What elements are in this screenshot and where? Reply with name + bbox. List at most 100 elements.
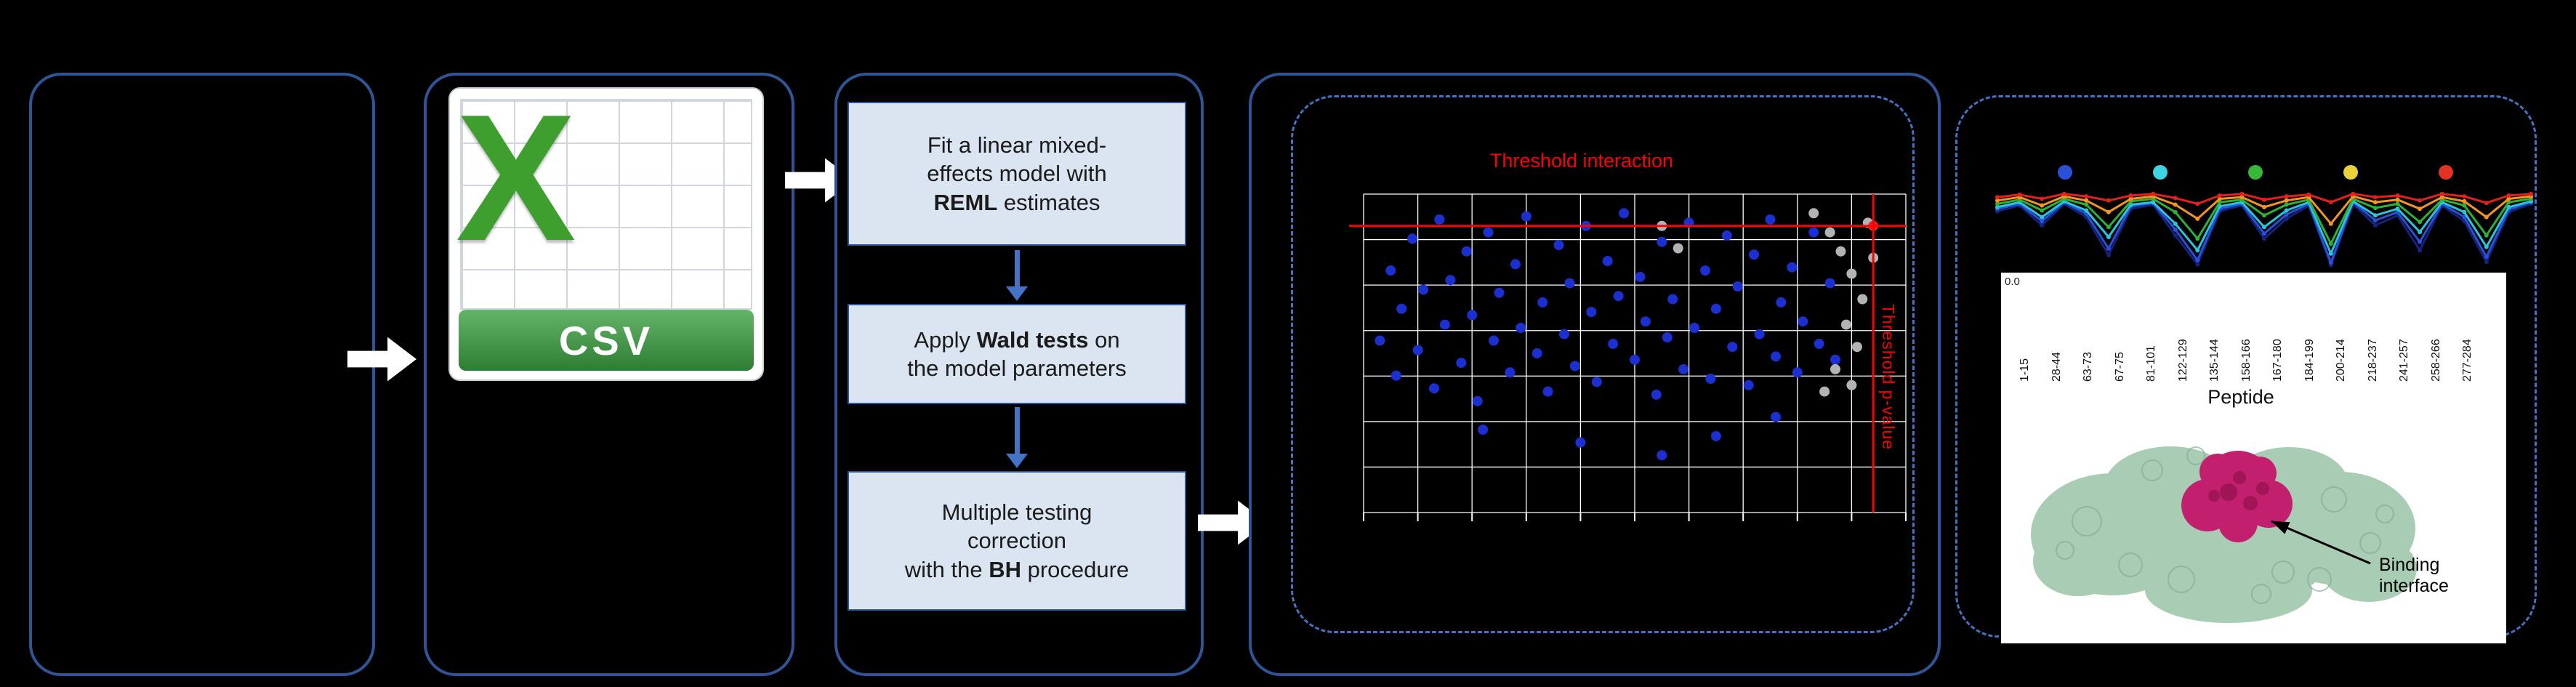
peptide-point-navy — [2195, 262, 2200, 267]
scatter-point-significant — [1749, 249, 1760, 260]
peptide-point-red — [2529, 191, 2533, 196]
peptide-x-label: 63-73 — [2082, 352, 2094, 382]
peptide-point-cyan — [2372, 213, 2378, 218]
peptide-point-navy — [2372, 223, 2378, 228]
scatter-point-significant — [1710, 303, 1721, 314]
csv-banner-label: CSV — [459, 310, 754, 371]
scatter-point-significant — [1489, 335, 1499, 346]
scatter-point-significant — [1586, 307, 1597, 318]
peptide-point-red — [2128, 193, 2133, 198]
scatter-point-significant — [1591, 377, 1602, 387]
binding-interface-label: Binding interface — [2379, 555, 2449, 596]
peptide-point-orange — [2395, 197, 2400, 202]
step-text: Apply — [914, 326, 977, 353]
peptide-panel: 0.0 1-15 28-44 63-73 67-75 81-101 122-129 135-… — [2001, 273, 2506, 643]
scatter-point-significant — [1798, 316, 1808, 327]
peptide-point-red — [2328, 200, 2333, 205]
scatter-point-significant — [1407, 233, 1418, 244]
timepoint-dot — [2439, 165, 2453, 180]
scatter-point-significant — [1613, 291, 1624, 302]
peptide-x-label: 1-15 — [2018, 358, 2031, 382]
scatter-point-not-significant — [1673, 243, 1683, 254]
scatter-point-significant — [1754, 329, 1765, 340]
scatter-point-significant — [1814, 338, 1824, 349]
scatter-point-significant — [1537, 297, 1548, 308]
scatter-point-not-significant — [1857, 294, 1868, 305]
peptide-point-blue — [2173, 227, 2178, 232]
scatter-point-significant — [1559, 329, 1569, 340]
scatter-point-significant — [1439, 319, 1450, 330]
scatter-point-not-significant — [1840, 319, 1851, 330]
excel-x-logo: X — [456, 76, 576, 278]
peptide-point-green — [2284, 202, 2289, 207]
scatter-point-significant — [1467, 310, 1478, 321]
peptide-point-cyan — [2284, 208, 2289, 213]
scatter-point-significant — [1542, 386, 1553, 397]
peptide-x-label: 277-284 — [2461, 339, 2474, 382]
peptide-point-red — [2395, 193, 2400, 198]
scatter-point-significant — [1792, 367, 1803, 378]
step-text: effects model with — [927, 161, 1107, 187]
scatter-point-significant — [1830, 354, 1840, 365]
scatter-point-significant — [1689, 323, 1700, 333]
peptide-point-orange — [2195, 216, 2200, 221]
peptide-point-orange — [2084, 198, 2089, 203]
peptide-x-label: 241-257 — [2398, 339, 2410, 382]
step-wald-text: Apply Wald tests on the model parameters — [907, 326, 1127, 382]
scatter-point-significant — [1667, 294, 1678, 305]
scatter-point-significant — [1445, 275, 1456, 286]
peptide-point-cyan — [2262, 225, 2266, 230]
peptide-x-label: 258-266 — [2429, 339, 2442, 382]
peptide-point-green — [2395, 201, 2400, 206]
peptide-point-red — [2017, 192, 2022, 197]
peptide-point-blue — [2372, 218, 2378, 223]
volcano-dashed-border — [1291, 95, 1915, 633]
panel-input — [29, 73, 375, 676]
scatter-point-significant — [1429, 383, 1439, 394]
scatter-point-not-significant — [1851, 342, 1862, 353]
scatter-point-significant — [1553, 240, 1564, 251]
peptide-point-cyan — [2195, 248, 2200, 253]
scatter-point-significant — [1630, 354, 1640, 365]
down-arrow-icon — [1006, 407, 1028, 468]
threshold-pvalue-label: Threshold p-value — [1879, 304, 1898, 451]
step-text: with the — [904, 556, 989, 582]
deuteration-line-chart — [1995, 191, 2533, 268]
peptide-point-navy — [2418, 248, 2423, 253]
peptide-point-green — [2418, 220, 2423, 225]
peptide-point-orange — [2484, 214, 2489, 220]
scatter-point-significant — [1521, 211, 1531, 222]
scatter-point-significant — [1412, 345, 1423, 355]
scatter-point-not-significant — [1846, 268, 1857, 279]
peptide-point-red — [2262, 197, 2266, 202]
scatter-point-significant — [1531, 348, 1542, 358]
peptide-x-labels: 1-15 28-44 63-73 67-75 81-101 122-129 135-144 1… — [2001, 273, 2506, 389]
scatter-point-significant — [1640, 316, 1651, 327]
peptide-point-green — [2173, 209, 2178, 214]
peptide-point-green — [2484, 233, 2489, 238]
protein-structure — [2031, 446, 2417, 623]
scatter-point-significant — [1824, 278, 1835, 289]
peptide-x-label: 200-214 — [2335, 339, 2347, 382]
peptide-point-red — [2484, 201, 2489, 206]
peptide-point-blue — [2262, 231, 2266, 236]
down-arrow-icon — [1006, 250, 1028, 301]
scatter-point-not-significant — [1835, 246, 1846, 257]
scatter-point-not-significant — [1846, 379, 1857, 390]
peptide-point-cyan — [2506, 204, 2511, 209]
scatter-point-significant — [1569, 361, 1580, 371]
peptide-point-cyan — [2173, 221, 2178, 226]
peptide-point-blue — [2284, 212, 2289, 217]
step-reml-text: Fit a linear mixed- effects model with R… — [927, 131, 1107, 216]
peptide-point-navy — [2262, 236, 2266, 241]
timepoint-dot — [2153, 165, 2168, 180]
scatter-point-significant — [1732, 281, 1743, 292]
scatter-point-significant — [1678, 363, 1689, 374]
peptide-point-green — [2462, 203, 2467, 208]
peptide-point-orange — [2217, 196, 2222, 201]
step-reml-box: Fit a linear mixed- effects model with R… — [848, 102, 1186, 246]
peptide-point-orange — [1995, 198, 2000, 203]
scatter-point-significant — [1564, 278, 1575, 289]
scatter-point-significant — [1727, 342, 1738, 353]
